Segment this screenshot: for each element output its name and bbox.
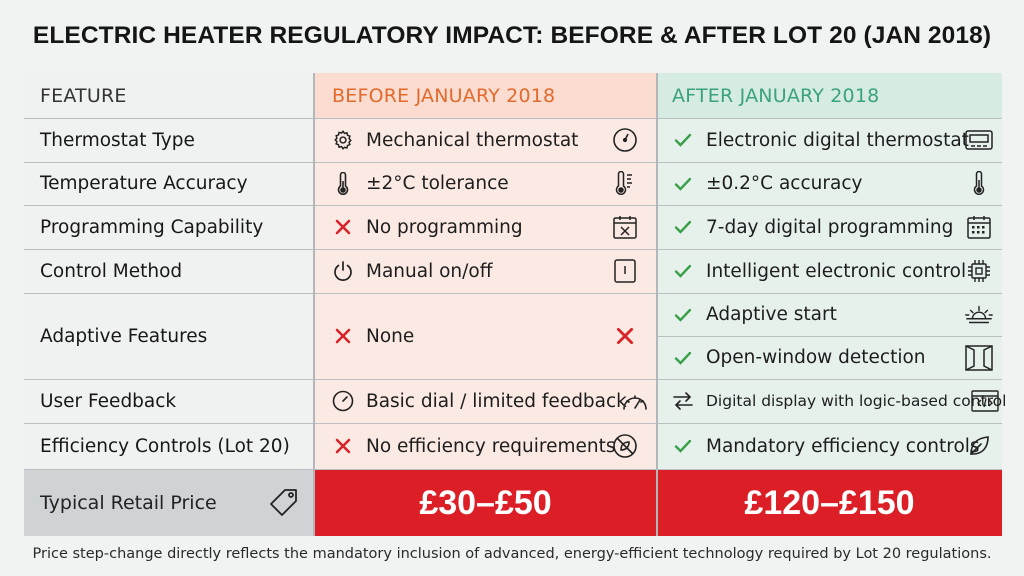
- check-icon: [672, 435, 694, 457]
- before-cell: ±2°C tolerance: [332, 162, 640, 205]
- sunrise-icon: [964, 300, 994, 330]
- chip-icon: [964, 256, 994, 286]
- leaf-icon: [964, 431, 994, 461]
- before-text: Basic dial / limited feedback: [366, 390, 627, 412]
- price-before-cell: [314, 470, 657, 536]
- before-text: No programming: [366, 216, 523, 238]
- after-cell: Mandatory efficiency controls: [672, 423, 994, 469]
- before-text: ±2°C tolerance: [366, 173, 509, 194]
- comparison-table: FEATURE BEFORE JANUARY 2018 AFTER JANUAR…: [24, 73, 1006, 536]
- check-icon: [672, 347, 694, 369]
- after-cell: Electronic digital thermostat: [672, 118, 994, 162]
- price-label-cell: [24, 470, 314, 536]
- x-icon: [332, 216, 354, 238]
- after-cell: Digital display with logic-based control: [672, 379, 1006, 423]
- after-cell: 7-day digital programming: [672, 205, 994, 249]
- header-before: BEFORE JANUARY 2018: [332, 84, 556, 107]
- digital-display-icon: [964, 125, 994, 155]
- thermometer-icon: [964, 169, 994, 199]
- after-text: Open-window detection: [706, 347, 926, 368]
- price-after: £120–£150: [744, 483, 915, 522]
- feature-label: Programming Capability: [40, 216, 264, 238]
- feature-label: Efficiency Controls (Lot 20): [40, 435, 290, 457]
- before-text: No efficiency requirements: [366, 435, 616, 457]
- code-window-icon: [970, 386, 1000, 416]
- feature-label: Temperature Accuracy: [40, 173, 248, 194]
- after-cell: ±0.2°C accuracy: [672, 162, 994, 205]
- page-title: ELECTRIC HEATER REGULATORY IMPACT: BEFOR…: [32, 22, 992, 49]
- after-text: Digital display with logic-based control: [706, 392, 1007, 410]
- before-text: Mechanical thermostat: [366, 129, 579, 151]
- x-icon: [332, 435, 354, 457]
- after-text: ±0.2°C accuracy: [706, 173, 863, 194]
- before-cell: No efficiency requirements: [332, 423, 640, 469]
- after-cell: Intelligent electronic control: [672, 249, 994, 293]
- feature-label: Adaptive Features: [40, 325, 208, 347]
- header-feature: FEATURE: [40, 84, 127, 107]
- before-cell: No programming: [332, 205, 640, 249]
- after-text: Mandatory efficiency controls: [706, 435, 980, 457]
- clock-dial-icon: [332, 390, 354, 412]
- no-symbol-icon: [610, 431, 640, 461]
- check-icon: [672, 173, 694, 195]
- price-tag-icon: [268, 487, 300, 519]
- after-text: 7-day digital programming: [706, 216, 954, 238]
- feature-label: Thermostat Type: [40, 129, 195, 151]
- check-icon: [672, 129, 694, 151]
- feature-label: User Feedback: [40, 390, 177, 412]
- price-after-cell: [657, 470, 1002, 536]
- after-cell: Open-window detection: [672, 336, 994, 379]
- thermometer-icon: [332, 171, 354, 195]
- before-cell: Manual on/off: [332, 249, 640, 293]
- swap-arrows-icon: [672, 390, 694, 412]
- check-icon: [672, 304, 694, 326]
- feature-label: Control Method: [40, 260, 183, 282]
- after-text: Electronic digital thermostat: [706, 129, 969, 151]
- footnote: Price step-change directly reflects the …: [32, 546, 992, 562]
- before-cell: Basic dial / limited feedback: [332, 379, 647, 423]
- gauge-icon: [620, 386, 650, 416]
- after-cell: Adaptive start: [672, 293, 994, 336]
- x-icon: [610, 321, 640, 351]
- check-icon: [672, 260, 694, 282]
- calendar-x-icon: [610, 212, 640, 242]
- dial-icon: [610, 125, 640, 155]
- check-icon: [672, 216, 694, 238]
- switch-icon: [610, 256, 640, 286]
- window-icon: [964, 343, 994, 373]
- before-text: None: [366, 325, 415, 347]
- price-before: £30–£50: [419, 483, 552, 522]
- before-cell: Mechanical thermostat: [332, 118, 640, 162]
- power-icon: [332, 260, 354, 282]
- header-after: AFTER JANUARY 2018: [672, 84, 880, 107]
- calendar-grid-icon: [964, 212, 994, 242]
- after-text: Adaptive start: [706, 304, 837, 325]
- thermometer-scale-icon: [610, 169, 640, 199]
- before-text: Manual on/off: [366, 260, 493, 282]
- gear-icon: [332, 129, 354, 151]
- x-icon: [332, 325, 354, 347]
- before-cell: None: [332, 293, 640, 379]
- price-label: Typical Retail Price: [40, 492, 217, 514]
- after-text: Intelligent electronic control: [706, 260, 967, 282]
